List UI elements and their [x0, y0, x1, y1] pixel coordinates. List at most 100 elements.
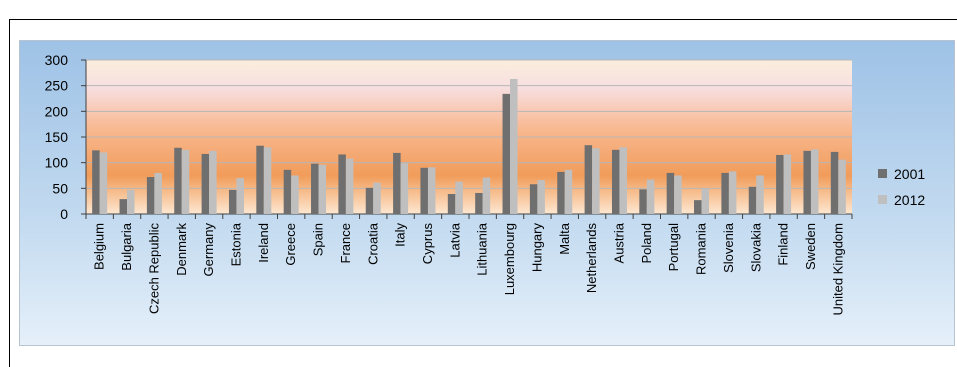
bar-2012-italy: [400, 163, 409, 214]
legend-swatch: [878, 195, 887, 204]
bar-2001-netherlands: [584, 145, 593, 214]
bar-2012-romania: [701, 188, 710, 214]
y-tick-label: 100: [45, 155, 69, 171]
bar-2012-poland: [646, 179, 655, 214]
y-tick-label: 0: [60, 206, 68, 222]
bar-2012-sweden: [810, 149, 819, 214]
chart-area: 0 50 100 150 200 250 300 Belgium Bulgaria Czech …: [19, 40, 955, 346]
bar-2001-lithuania: [475, 192, 483, 214]
bar-2001-belgium: [92, 150, 100, 214]
bar-2001-latvia: [447, 193, 456, 214]
bar-2012-malta: [564, 169, 573, 214]
x-category-label: Spain: [311, 223, 326, 256]
x-category-label: Romania: [694, 222, 709, 275]
bar-2012-lithuania: [482, 177, 491, 214]
legend-label: 2001: [894, 166, 925, 182]
x-category-label: Hungary: [529, 223, 544, 273]
axis-layer: 0 50 100 150 200 250 300: [45, 52, 853, 222]
y-tick-label: 300: [45, 52, 69, 68]
x-category-label: Sweden: [803, 223, 818, 270]
bar-2001-slovenia: [721, 172, 729, 214]
x-category-label: Portugal: [666, 223, 681, 272]
bar-2012-spain: [318, 164, 327, 214]
x-category-label: Bulgaria: [119, 222, 134, 270]
x-category-label: Slovakia: [748, 222, 763, 272]
y-tick-label: 50: [52, 180, 68, 196]
bar-2001-finland: [776, 154, 784, 214]
bar-2012-cyprus: [427, 167, 436, 214]
bar-2001-portugal: [666, 172, 675, 214]
x-category-label: Ireland: [256, 223, 271, 263]
bar-2012-austria: [619, 147, 627, 214]
legend-label: 2012: [894, 192, 925, 208]
x-category-label: Italy: [393, 223, 408, 247]
bar-2012-czech-republic: [154, 172, 162, 214]
bar-2012-france: [345, 158, 354, 214]
bar-2001-estonia: [228, 189, 237, 214]
x-category-label: Finland: [776, 223, 791, 266]
bar-2012-portugal: [674, 175, 682, 214]
bar-2001-czech-republic: [146, 177, 155, 214]
bar-2001-romania: [694, 200, 702, 214]
x-category-label: Denmark: [174, 223, 189, 276]
y-tick-label: 200: [45, 103, 69, 119]
bar-2012-denmark: [181, 149, 190, 214]
bar-2012-hungary: [537, 180, 545, 214]
x-category-label: Croatia: [365, 222, 380, 265]
bar-2012-united-kingdom: [838, 159, 846, 214]
bar-2001-croatia: [365, 187, 374, 214]
bar-2012-bulgaria: [127, 189, 135, 214]
bar-2012-luxembourg: [510, 78, 518, 214]
bar-2012-ireland: [263, 147, 272, 214]
bar-2001-denmark: [174, 147, 182, 214]
legend-swatch: [878, 169, 887, 178]
y-tick-label: 150: [45, 129, 69, 145]
bar-2001-hungary: [529, 184, 538, 214]
x-category-label: Belgium: [92, 223, 107, 270]
bar-2001-austria: [611, 149, 620, 214]
x-category-label: Poland: [639, 223, 654, 263]
x-category-label: Luxembourg: [502, 223, 517, 295]
x-category-label: United Kingdom: [830, 223, 845, 316]
x-category-label: Cyprus: [420, 223, 435, 265]
x-category-label: Austria: [611, 222, 626, 263]
bar-2001-greece: [283, 169, 292, 214]
bar-2012-belgium: [99, 152, 108, 214]
bar-2001-slovakia: [748, 186, 757, 214]
bar-2012-slovenia: [728, 171, 737, 214]
bar-2012-greece: [291, 175, 299, 214]
bar-2001-bulgaria: [119, 199, 128, 214]
x-category-label: Malta: [557, 222, 572, 255]
bar-2001-malta: [557, 171, 565, 214]
y-tick-label: 250: [45, 78, 69, 94]
bar-2001-poland: [639, 189, 647, 214]
bar-2001-sweden: [803, 150, 811, 214]
x-category-label: Latvia: [447, 222, 462, 257]
x-category-label: Lithuania: [475, 222, 490, 276]
bar-2001-luxembourg: [502, 93, 511, 214]
bar-2001-spain: [311, 163, 319, 214]
bar-2001-cyprus: [420, 167, 428, 214]
x-category-label: Greece: [283, 223, 298, 266]
bar-2012-finland: [783, 154, 792, 214]
x-category-label: Slovenia: [721, 222, 736, 273]
x-category-label: Netherlands: [584, 223, 599, 294]
bar-2001-united-kingdom: [830, 151, 839, 214]
bars: [92, 78, 846, 214]
bar-2001-germany: [201, 153, 210, 214]
bar-2001-france: [338, 154, 346, 214]
bar-2001-ireland: [256, 145, 264, 214]
bar-chart: 0 50 100 150 200 250 300 Belgium Bulgaria Czech …: [20, 41, 954, 345]
x-category-label: France: [338, 223, 353, 263]
bar-2001-italy: [393, 152, 401, 214]
x-category-label: Estonia: [228, 222, 243, 266]
bar-2012-estonia: [236, 178, 244, 214]
x-category-label: Czech Republic: [146, 223, 161, 315]
bar-2012-slovakia: [756, 175, 764, 214]
bar-2012-latvia: [455, 181, 463, 214]
bar-2012-germany: [209, 150, 217, 214]
x-category-label: Germany: [201, 223, 216, 277]
category-labels: Belgium Bulgaria Czech Republic Denmark Germ…: [92, 222, 846, 315]
legend: 2001 2012: [878, 166, 925, 208]
bar-2012-croatia: [373, 182, 381, 214]
